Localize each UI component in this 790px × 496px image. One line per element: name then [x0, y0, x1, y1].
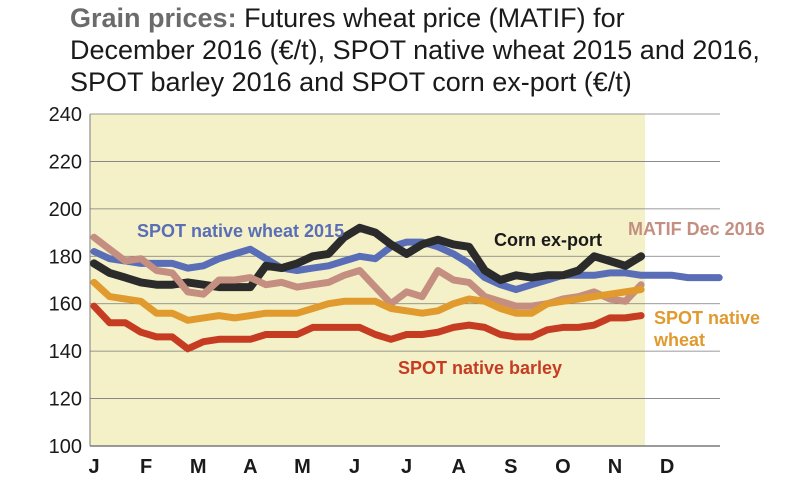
- x-tick-label: J: [88, 456, 99, 478]
- series-line-spot-native-barley: [90, 302, 645, 353]
- label-barley: SPOT native barley: [398, 358, 562, 378]
- y-tick-label: 120: [49, 389, 82, 411]
- x-tick-label: A: [243, 456, 257, 478]
- series-line-spot-native-wheat-2015: [90, 238, 723, 293]
- x-tick-label: M: [190, 456, 207, 478]
- label-spot-2015: SPOT native wheat 2015: [137, 221, 344, 241]
- x-tick-label: J: [401, 456, 412, 478]
- chart-title: Grain prices: Futures wheat price (MATIF…: [70, 2, 785, 98]
- y-tick-label: 180: [49, 246, 82, 268]
- y-axis-ticks: 240 220 200 180 160 140 120 100: [49, 104, 82, 458]
- y-tick-label: 200: [49, 199, 82, 221]
- series-line-spot-native-wheat: [90, 278, 645, 324]
- x-tick-label: N: [608, 456, 622, 478]
- x-tick-label: J: [349, 456, 360, 478]
- y-tick-label: 160: [49, 294, 82, 316]
- series-lines: [90, 223, 723, 353]
- x-tick-label: D: [660, 456, 674, 478]
- y-tick-label: 240: [49, 104, 82, 126]
- x-tick-label: A: [451, 456, 465, 478]
- series-line-corn-ex-port: [90, 223, 646, 292]
- label-spot-wheat-line-1: SPOT native: [654, 308, 760, 328]
- x-tick-label: M: [294, 456, 311, 478]
- title-bold: Grain prices:: [70, 3, 237, 33]
- y-tick-label: 220: [49, 151, 82, 173]
- x-tick-label: S: [504, 456, 517, 478]
- x-tick-label: F: [140, 456, 152, 478]
- label-corn: Corn ex-port: [494, 230, 602, 250]
- grid-lines: [89, 113, 720, 447]
- title-line-3: SPOT barley 2016 and SPOT corn ex-port (…: [70, 67, 632, 97]
- y-tick-label: 140: [49, 341, 82, 363]
- y-tick-label: 100: [49, 436, 82, 458]
- label-matif: MATIF Dec 2016: [628, 219, 765, 239]
- title-line-2: December 2016 (€/t), SPOT native wheat 2…: [70, 35, 760, 65]
- title-line-1: Futures wheat price (MATIF) for: [236, 3, 625, 33]
- label-spot-wheat-line-2: wheat: [653, 330, 705, 350]
- series-labels: SPOT native wheat 2015 Corn ex-port MATI…: [137, 219, 765, 378]
- x-tick-label: O: [555, 456, 571, 478]
